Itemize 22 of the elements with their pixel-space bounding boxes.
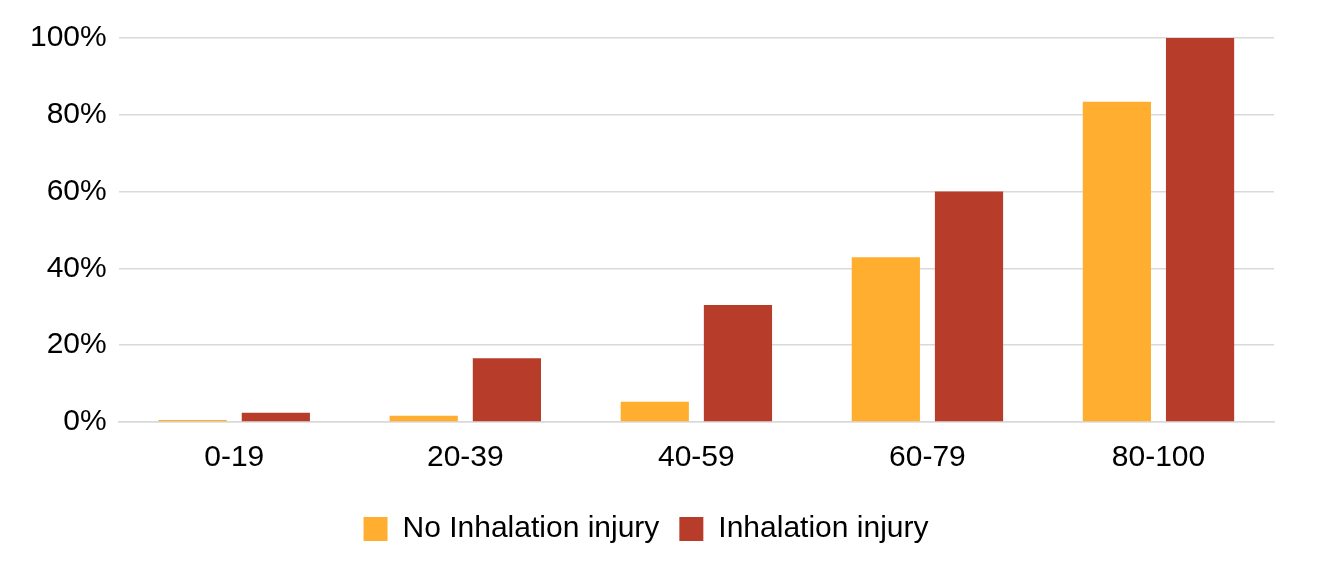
y-tick-label: 80% — [46, 96, 107, 130]
legend-label: Inhalation injury — [718, 510, 929, 544]
x-tick-label: 40-59 — [658, 439, 735, 473]
bar — [1165, 38, 1235, 422]
bar — [851, 257, 920, 422]
x-tick-label: 0-19 — [204, 439, 265, 473]
bar — [703, 304, 773, 422]
y-tick-label: 40% — [46, 249, 107, 283]
bar — [389, 415, 458, 422]
x-tick-label: 20-39 — [426, 439, 504, 473]
bar — [934, 191, 1004, 422]
bar — [620, 401, 689, 422]
bar — [472, 358, 541, 422]
y-tick-label: 20% — [46, 326, 107, 360]
y-tick-label: 0% — [63, 403, 107, 437]
legend-label: No Inhalation injury — [402, 510, 660, 544]
x-tick-label: 60-79 — [889, 439, 966, 473]
bar — [1082, 101, 1151, 422]
bar — [241, 412, 310, 422]
x-tick-label: 80-100 — [1111, 439, 1206, 473]
y-tick-label: 100% — [29, 19, 107, 53]
y-tick-label: 60% — [46, 172, 107, 206]
